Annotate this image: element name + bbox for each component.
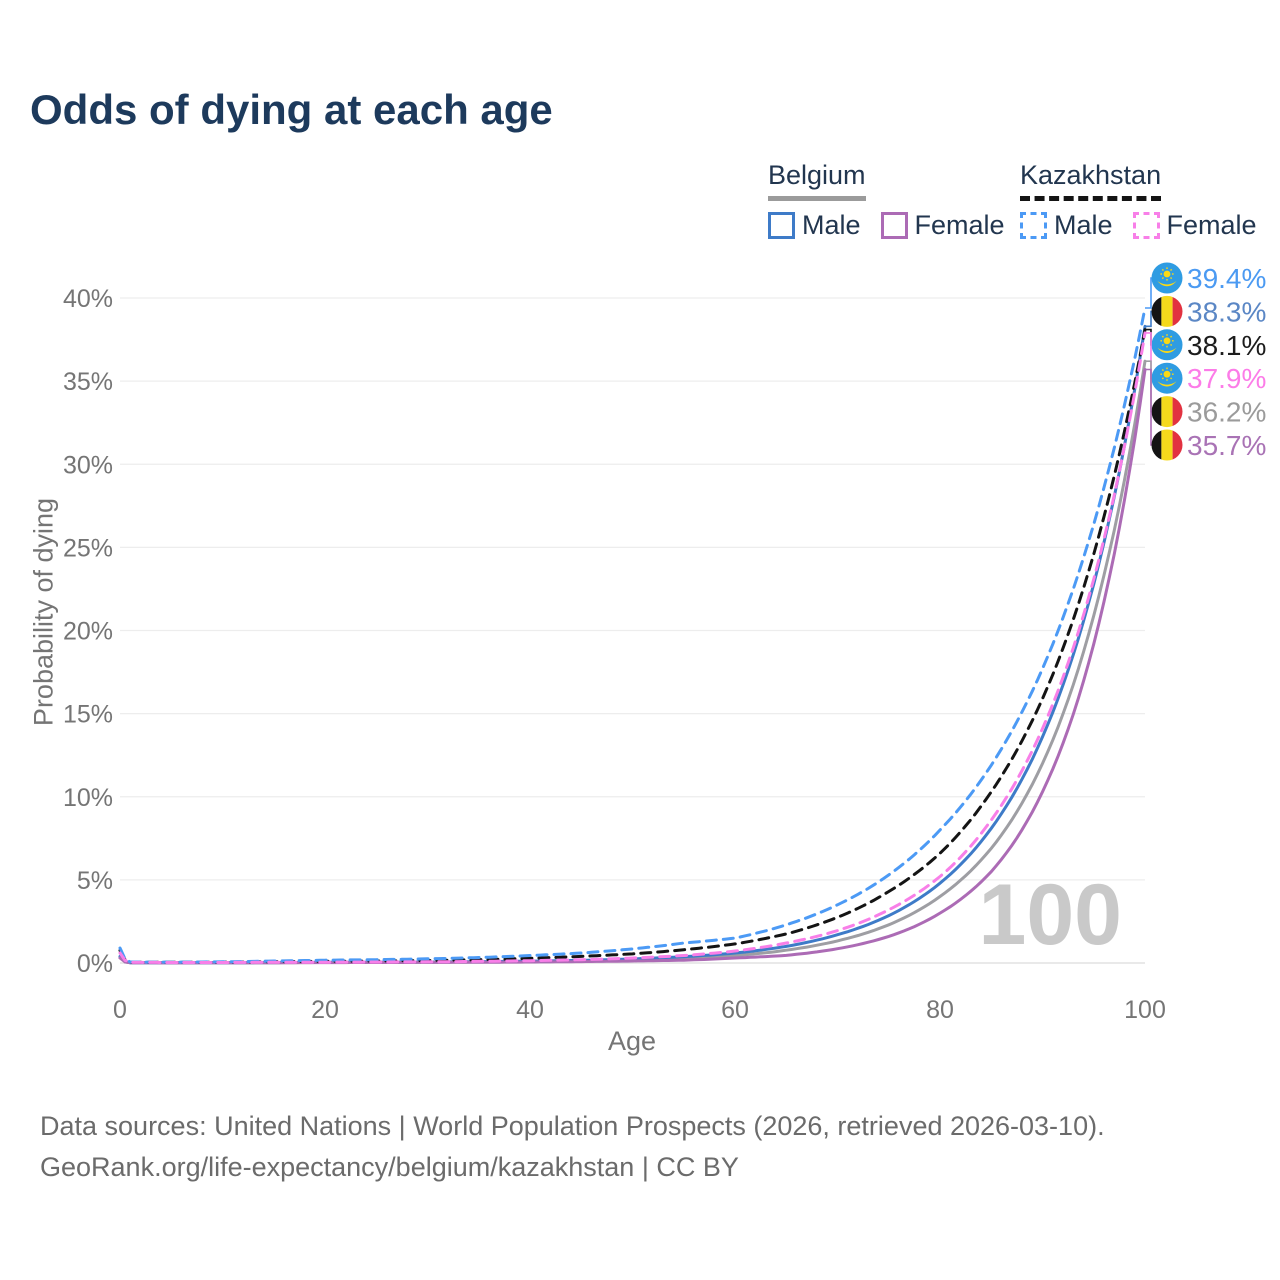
x-tick-label: 40 bbox=[516, 996, 544, 1024]
legend-group-kazakhstan: Kazakhstan Male Female bbox=[1020, 160, 1277, 241]
legend-checkbox-kazakhstan-female[interactable] bbox=[1132, 212, 1160, 239]
flag-icon-be bbox=[1151, 295, 1183, 327]
legend-group-belgium: Belgium Male Female bbox=[768, 160, 1025, 241]
flag-icon-be bbox=[1151, 396, 1183, 428]
legend-country-kazakhstan[interactable]: Kazakhstan bbox=[1020, 160, 1162, 201]
y-tick-label: 15% bbox=[63, 701, 113, 729]
flag-icon-kz bbox=[1151, 262, 1183, 294]
attribution-line: GeoRank.org/life-expectancy/belgium/kaza… bbox=[40, 1152, 739, 1182]
end-label-belgium-female: 35.7% bbox=[1187, 430, 1266, 461]
legend-checkbox-belgium-female[interactable] bbox=[880, 212, 908, 239]
y-tick-label: 0% bbox=[77, 950, 113, 978]
y-tick-label: 5% bbox=[77, 867, 113, 895]
y-tick-label: 35% bbox=[63, 368, 113, 396]
flag-icon-be bbox=[1151, 429, 1183, 461]
legend-checkbox-belgium-male[interactable] bbox=[768, 212, 795, 239]
y-tick-label: 10% bbox=[63, 784, 113, 812]
y-tick-label: 40% bbox=[63, 285, 113, 313]
x-tick-label: 20 bbox=[311, 996, 339, 1024]
end-label-belgium-both: 36.2% bbox=[1187, 397, 1266, 428]
series-line-kazakhstan-female bbox=[118, 331, 1147, 964]
y-tick-label: 25% bbox=[63, 534, 113, 562]
legend-label-belgium-female: Female bbox=[914, 210, 1005, 240]
legend-checkbox-kazakhstan-male[interactable] bbox=[1020, 212, 1047, 239]
end-label-kazakhstan-both: 38.1% bbox=[1187, 330, 1266, 361]
end-label-kazakhstan-male: 39.4% bbox=[1187, 263, 1266, 294]
footer: Data sources: United Nations | World Pop… bbox=[40, 1106, 1105, 1188]
flag-icon-kz bbox=[1151, 362, 1183, 394]
end-label-belgium-male: 38.3% bbox=[1187, 296, 1266, 327]
data-source-line: Data sources: United Nations | World Pop… bbox=[40, 1111, 1105, 1141]
age-counter-watermark: 100 bbox=[978, 867, 1123, 963]
legend-label-belgium-male: Male bbox=[802, 210, 861, 240]
y-tick-label: 20% bbox=[63, 618, 113, 646]
x-tick-label: 80 bbox=[926, 996, 954, 1024]
legend-country-belgium[interactable]: Belgium bbox=[768, 160, 866, 201]
legend-label-kazakhstan-male: Male bbox=[1054, 210, 1113, 240]
x-axis-title: Age bbox=[607, 1026, 657, 1056]
end-label-kazakhstan-female: 37.9% bbox=[1187, 363, 1266, 394]
y-tick-label: 30% bbox=[63, 451, 113, 479]
flag-icon-kz bbox=[1151, 329, 1183, 361]
x-tick-label: 0 bbox=[113, 996, 127, 1024]
series-line-kazakhstan-male bbox=[118, 306, 1147, 964]
legend-label-kazakhstan-female: Female bbox=[1166, 210, 1257, 240]
x-tick-label: 60 bbox=[721, 996, 749, 1024]
x-tick-label: 100 bbox=[1124, 996, 1166, 1024]
y-axis-title: Probability of dying bbox=[28, 497, 59, 727]
page-title: Odds of dying at each age bbox=[30, 86, 553, 133]
legend-row-belgium: Male Female bbox=[768, 210, 1025, 241]
legend-row-kazakhstan: Male Female bbox=[1020, 210, 1277, 241]
